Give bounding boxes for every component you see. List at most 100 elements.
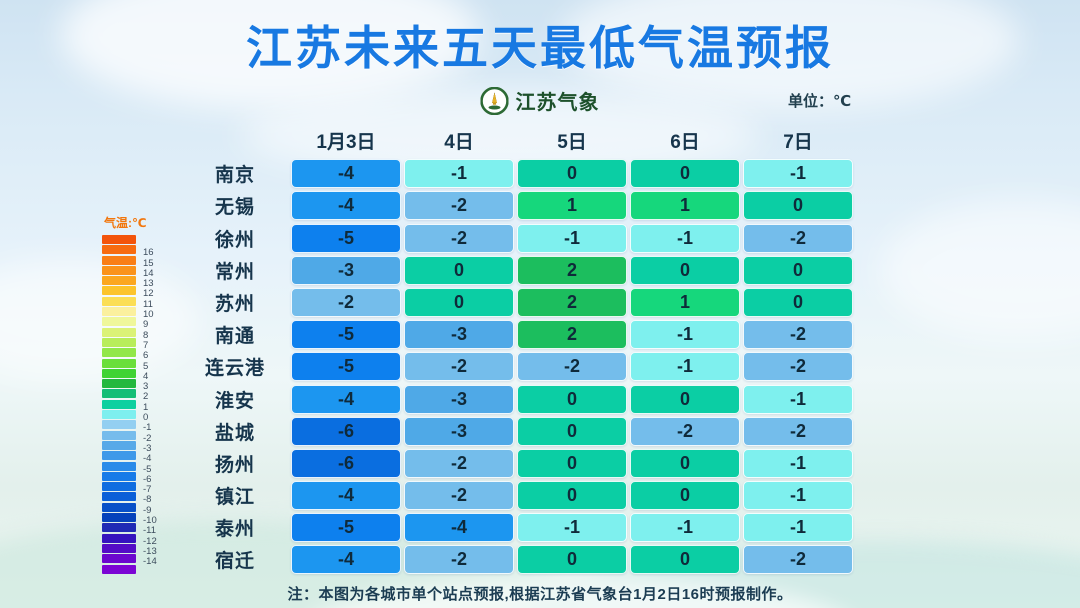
temperature-cell: -2 (743, 545, 853, 575)
legend-step: -13 (102, 543, 157, 557)
legend-tick-label: -2 (143, 432, 152, 444)
legend-tick-label: 1 (143, 401, 149, 413)
legend-tick-label: -7 (143, 484, 152, 496)
temperature-cell: -1 (630, 223, 740, 253)
temperature-cell: 1 (630, 191, 740, 221)
legend-step: 15 (102, 255, 157, 268)
legend-tick-label: 2 (143, 391, 149, 403)
temperature-cell: -4 (291, 159, 401, 189)
legend-tick-label: 0 (143, 412, 149, 424)
temperature-cell: 0 (404, 287, 514, 317)
temperature-cell: -2 (404, 481, 514, 511)
legend-swatch (102, 255, 136, 265)
jiangsu-meteorology-logo: 江苏气象 (480, 86, 600, 115)
legend-step: -5 (102, 461, 157, 474)
legend-swatch (102, 451, 136, 461)
legend-step: 13 (102, 276, 157, 288)
legend-tick-label: -12 (143, 535, 157, 547)
legend-tick-label: 11 (143, 298, 153, 310)
legend-step: -14 (102, 554, 157, 566)
legend-tick-label: 6 (143, 350, 149, 362)
temperature-cell: -5 (291, 223, 401, 253)
legend-swatch (102, 523, 136, 533)
brand-bar: 江苏气象 单位：℃ (0, 86, 1080, 118)
row-header-city: 连云港 (204, 358, 265, 380)
temperature-cell: 0 (517, 481, 627, 511)
temperature-cell: 0 (630, 255, 740, 285)
temperature-cell: 0 (630, 448, 740, 478)
temperature-cell: -1 (517, 513, 627, 543)
temperature-cell: 0 (517, 159, 627, 189)
logo-text: 江苏气象 (515, 92, 600, 114)
unit-label: 单位：℃ (788, 93, 852, 110)
row-header-city: 扬州 (214, 454, 255, 476)
legend-step: 7 (102, 337, 157, 351)
temperature-cell: 0 (630, 481, 740, 511)
temperature-cell: -2 (404, 191, 514, 221)
temperature-color-scale: 气温:℃ 16 15 14 13 12 11 10 9 8 7 6 5 4 3 2 1 0 -1 -2 -3 -4 -5-… (102, 214, 157, 574)
temperature-cell: -5 (291, 352, 401, 382)
legend-tick-label: 9 (143, 319, 149, 331)
legend-step: 4 (102, 368, 157, 381)
temperature-cell: -2 (517, 352, 627, 382)
legend-step: 6 (102, 348, 157, 362)
forecast-table: 1月3日 4日 5日 6日 7日 南京 -4 -1 0 0 -1 无锡 -4 -2 1 1 0 徐州 -5 -2 -1-… (182, 127, 853, 575)
legend-tick-label: 3 (143, 381, 149, 393)
temperature-cell: 0 (743, 287, 853, 317)
legend-step: 11 (102, 296, 157, 310)
legend-step: 2 (102, 389, 157, 403)
legend-swatch (102, 307, 136, 317)
legend-step: -12 (102, 533, 157, 547)
temperature-cell: -2 (743, 223, 853, 253)
legend-step: 10 (102, 307, 157, 319)
legend-tick-label: -6 (143, 473, 152, 485)
temperature-cell: -1 (517, 223, 627, 253)
legend-tick-label: 8 (143, 329, 149, 341)
legend-step: 14 (102, 265, 157, 278)
row-header-city: 徐州 (214, 229, 255, 251)
temperature-cell: 0 (404, 255, 514, 285)
temperature-cell: 0 (630, 545, 740, 575)
temperature-cell: -1 (630, 352, 740, 382)
temperature-cell: 0 (517, 448, 627, 478)
legend-swatch (102, 389, 136, 399)
temperature-cell: -4 (291, 384, 401, 414)
legend-step: 3 (102, 379, 157, 393)
temperature-cell: 2 (517, 287, 627, 317)
temperature-cell: -1 (404, 159, 514, 189)
temperature-cell: -5 (291, 320, 401, 350)
legend-swatch (102, 276, 136, 286)
legend-swatch (102, 543, 136, 553)
temperature-cell: -2 (630, 416, 740, 446)
temperature-cell: -3 (291, 255, 401, 285)
meteorology-emblem-icon (480, 86, 509, 115)
legend-swatch (102, 348, 136, 358)
legend-tick-label: -13 (143, 545, 157, 557)
legend-tick-label: -10 (143, 515, 157, 527)
legend-swatch (102, 399, 136, 409)
temperature-cell: -3 (404, 320, 514, 350)
legend-step: -3 (102, 440, 157, 453)
temperature-cell: 0 (630, 159, 740, 189)
row-header-city: 南通 (214, 326, 255, 348)
row-header-city: 泰州 (214, 519, 255, 541)
temperature-cell: -2 (404, 223, 514, 253)
legend-swatch (102, 379, 136, 389)
column-header-spacer (182, 127, 288, 153)
temperature-cell: -2 (404, 352, 514, 382)
legend-step: 5 (102, 358, 157, 371)
legend-tick-label: 7 (143, 339, 149, 351)
legend-step (102, 235, 157, 244)
temperature-cell: -2 (404, 545, 514, 575)
legend-swatch (102, 502, 136, 512)
temperature-cell: -1 (743, 513, 853, 543)
legend-step: 12 (102, 286, 157, 299)
temperature-cell: -1 (743, 481, 853, 511)
temperature-cell: 0 (517, 416, 627, 446)
temperature-cell: -1 (743, 384, 853, 414)
legend-step: -7 (102, 482, 157, 496)
background-cloud (880, 200, 1080, 340)
legend-step: 0 (102, 410, 157, 424)
temperature-cell: -1 (743, 159, 853, 189)
legend-color-bar: 16 15 14 13 12 11 10 9 8 7 6 5 4 3 2 1 0 -1 -2 -3 -4 -5 -6 -7 -8… (102, 235, 157, 574)
